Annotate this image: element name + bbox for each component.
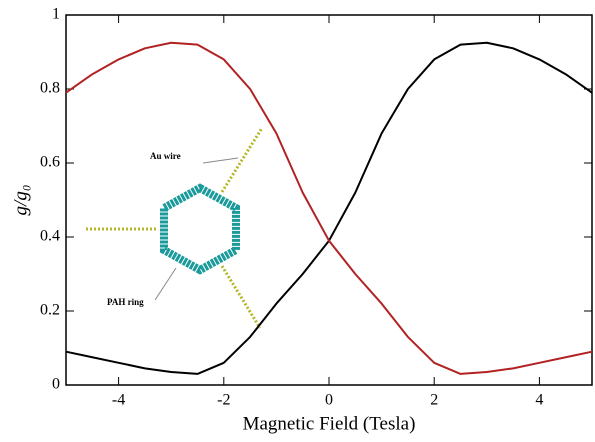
pointer xyxy=(154,267,177,301)
x-tick-label: 0 xyxy=(325,392,333,409)
y-tick-label: 0.6 xyxy=(40,154,60,171)
x-tick-label: -2 xyxy=(217,392,230,409)
inset-diagram: Au wire PAH ring xyxy=(86,127,264,329)
annotation: Au wire xyxy=(150,151,181,161)
pointer xyxy=(202,157,239,164)
x-tick-label: 2 xyxy=(430,392,438,409)
y-tick-label: 0.2 xyxy=(40,302,60,319)
y-tick-label: 0.4 xyxy=(40,228,60,245)
x-axis-label: Magnetic Field (Tesla) xyxy=(243,413,416,434)
annotation: PAH ring xyxy=(107,297,144,307)
y-tick-label: 1 xyxy=(52,6,60,23)
series-line xyxy=(65,41,593,375)
y-tick-label: 0.8 xyxy=(40,80,60,97)
plot-frame xyxy=(65,14,593,386)
pah-ring xyxy=(160,183,240,275)
x-tick-label: -4 xyxy=(112,392,125,409)
y-tick-label: 0 xyxy=(52,376,60,393)
x-tick-label: 4 xyxy=(535,392,543,409)
wire xyxy=(220,127,264,193)
series-line xyxy=(65,41,593,375)
y-axis-label: g/g₀ xyxy=(10,185,31,216)
wire xyxy=(220,265,262,329)
